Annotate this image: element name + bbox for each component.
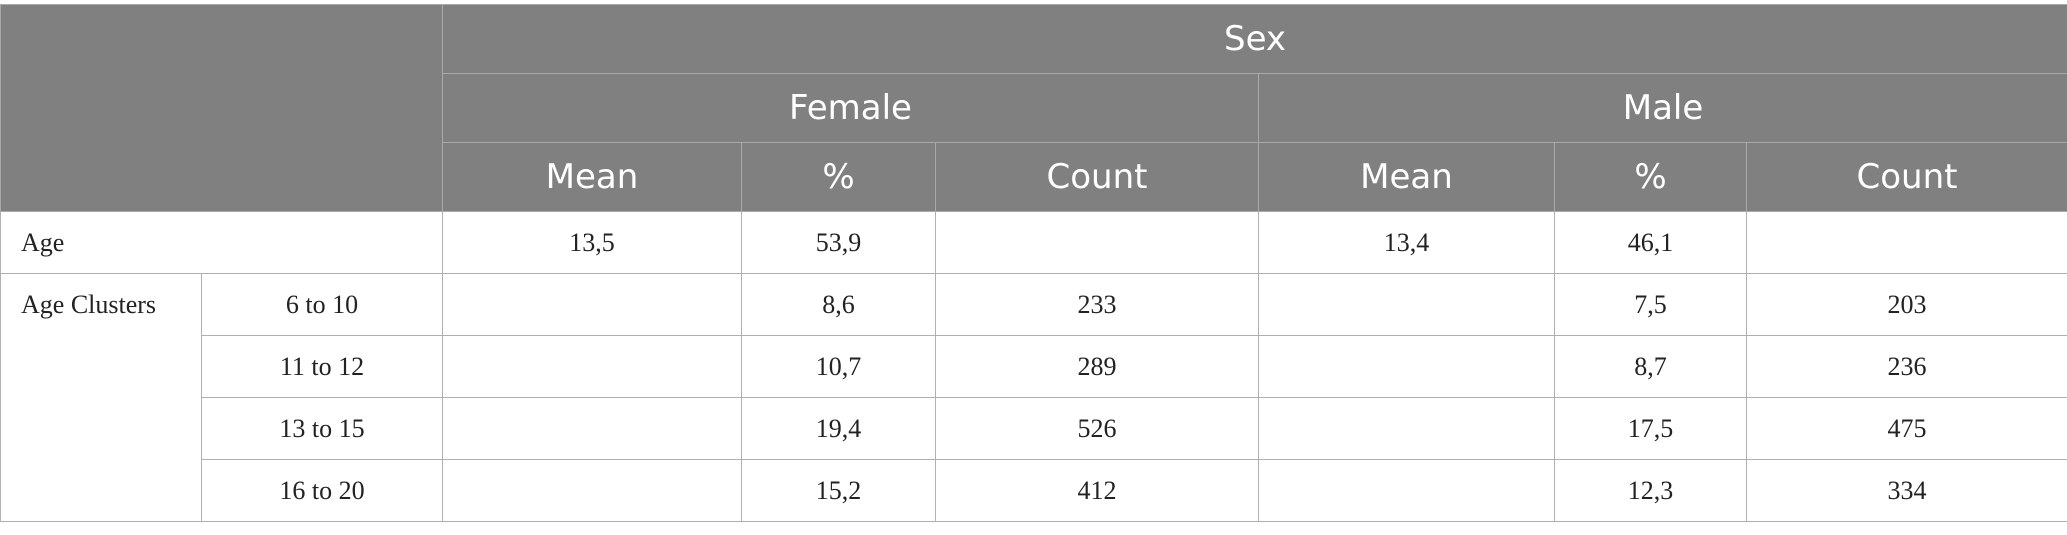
header-female: Female <box>442 73 1259 143</box>
header-row-measures: Mean % Count Mean % Count <box>1 142 2067 212</box>
header-sex: Sex <box>441 4 2067 74</box>
cell-male-mean <box>1258 335 1555 398</box>
cell-male-percent: 7,5 <box>1554 273 1747 336</box>
header-female-mean: Mean <box>442 142 742 212</box>
table-row: 16 to 20 15,2 412 12,3 334 <box>1 459 2067 522</box>
cell-age-range: 6 to 10 <box>201 273 443 336</box>
cell-female-count: 289 <box>935 335 1259 398</box>
cell-male-count: 203 <box>1745 273 2067 336</box>
header-female-percent: % <box>741 142 936 212</box>
cell-age-range: 16 to 20 <box>201 459 443 522</box>
cell-female-mean <box>442 273 742 336</box>
cell-female-percent: 15,2 <box>741 459 936 522</box>
header-male-percent: % <box>1554 142 1747 212</box>
table-row: 11 to 12 10,7 289 8,7 236 <box>1 335 2067 398</box>
cell-female-mean <box>442 397 742 460</box>
cell-female-count: 526 <box>935 397 1259 460</box>
header-female-count: Count <box>935 142 1259 212</box>
table-row-age: Age 13,5 53,9 13,4 46,1 <box>0 211 2067 274</box>
cell-female-percent: 19,4 <box>741 397 936 460</box>
header-male-count: Count <box>1745 142 2067 212</box>
table-row: Age Clusters 6 to 10 8,6 233 7,5 203 <box>0 273 2067 522</box>
cell-female-count: 233 <box>935 273 1259 336</box>
header-corner <box>0 4 443 212</box>
cell-male-mean: 13,4 <box>1258 211 1555 274</box>
cell-male-mean <box>1258 273 1555 336</box>
cell-female-percent: 8,6 <box>741 273 936 336</box>
cell-age-range: 13 to 15 <box>201 397 443 460</box>
header-male-mean: Mean <box>1258 142 1555 212</box>
header-male: Male <box>1257 73 2067 143</box>
cell-female-percent: 53,9 <box>741 211 936 274</box>
cell-male-count: 475 <box>1745 397 2067 460</box>
table-row: 13 to 15 19,4 526 17,5 475 <box>1 397 2067 460</box>
cell-male-count <box>1745 211 2067 274</box>
cell-male-mean <box>1258 459 1555 522</box>
cell-age-range: 11 to 12 <box>201 335 443 398</box>
cell-male-count: 236 <box>1745 335 2067 398</box>
cell-female-count: 412 <box>935 459 1259 522</box>
cell-male-percent: 17,5 <box>1554 397 1747 460</box>
cell-male-percent: 8,7 <box>1554 335 1747 398</box>
cell-male-percent: 12,3 <box>1554 459 1747 522</box>
cell-male-percent: 46,1 <box>1554 211 1747 274</box>
row-label-age: Age <box>0 211 443 274</box>
cell-female-mean: 13,5 <box>442 211 742 274</box>
cell-female-mean <box>442 335 742 398</box>
cell-female-percent: 10,7 <box>741 335 936 398</box>
table-header: Sex Female Male Mean % Count Mean % Coun… <box>0 4 2067 212</box>
header-row-sex: Sex <box>0 4 2067 212</box>
cell-male-mean <box>1258 397 1555 460</box>
cell-male-count: 334 <box>1745 459 2067 522</box>
header-row-gender: Female Male <box>1 73 2067 143</box>
table-body: Age 13,5 53,9 13,4 46,1 Age Clusters 6 t… <box>0 211 2067 522</box>
age-sex-table: Sex Female Male Mean % Count Mean % Coun… <box>0 4 2067 522</box>
cell-female-mean <box>442 459 742 522</box>
row-label-age-clusters: Age Clusters <box>0 273 202 522</box>
cell-female-count <box>935 211 1259 274</box>
